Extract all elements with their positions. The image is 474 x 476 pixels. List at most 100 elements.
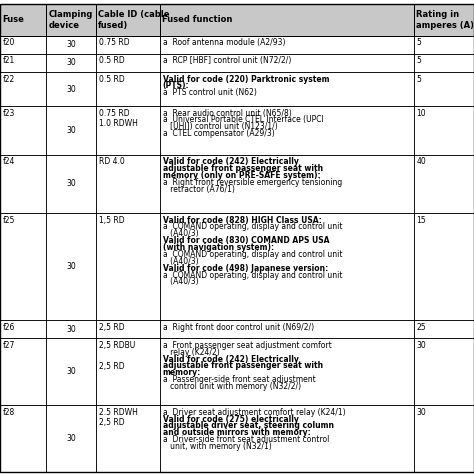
Text: 0.5 RD: 0.5 RD — [99, 75, 125, 84]
Text: Clamping
device: Clamping device — [48, 10, 93, 30]
Bar — [96, 54, 160, 72]
Bar — [46, 36, 96, 54]
Text: [UHI]) control unit (N123/1/): [UHI]) control unit (N123/1/) — [163, 122, 277, 131]
Text: f26: f26 — [2, 323, 15, 332]
Bar — [0, 338, 46, 405]
Bar — [160, 4, 414, 36]
Text: Valid for code (242) Electrically: Valid for code (242) Electrically — [163, 355, 299, 364]
Text: 30: 30 — [66, 325, 76, 334]
Text: Valid for code (275) electrically: Valid for code (275) electrically — [163, 415, 299, 424]
Text: a  Roof antenna module (A2/93): a Roof antenna module (A2/93) — [163, 38, 285, 47]
Text: control unit with memory (N32/2/): control unit with memory (N32/2/) — [163, 382, 301, 391]
Text: f28: f28 — [2, 407, 15, 416]
Bar — [414, 320, 474, 338]
Text: 5: 5 — [416, 38, 421, 47]
Text: f21: f21 — [2, 56, 15, 65]
Text: Valid for code (498) Japanese version:: Valid for code (498) Japanese version: — [163, 264, 328, 273]
Text: a  Right front reversible emergency tensioning: a Right front reversible emergency tensi… — [163, 178, 342, 187]
Text: 30: 30 — [66, 262, 76, 271]
Text: a  COMAND operating, display and control unit: a COMAND operating, display and control … — [163, 250, 342, 259]
Text: adjustable front passenger seat with: adjustable front passenger seat with — [163, 361, 323, 370]
Bar — [160, 106, 414, 155]
Bar — [160, 213, 414, 320]
Text: 2,5 RDBU

2,5 RD: 2,5 RDBU 2,5 RD — [99, 341, 135, 371]
Text: 2.5 RDWH
2,5 RD: 2.5 RDWH 2,5 RD — [99, 407, 137, 427]
Text: a  CTEL compensator (A29/3): a CTEL compensator (A29/3) — [163, 129, 274, 138]
Text: 30: 30 — [66, 179, 76, 188]
Text: Fuse: Fuse — [2, 15, 24, 24]
Bar — [96, 4, 160, 36]
Text: Valid for code (830) COMAND APS USA: Valid for code (830) COMAND APS USA — [163, 236, 329, 245]
Bar — [160, 4, 414, 36]
Text: 2,5 RD: 2,5 RD — [99, 323, 124, 332]
Bar — [0, 54, 46, 72]
Bar — [0, 213, 46, 320]
Text: 30: 30 — [66, 59, 76, 68]
Text: a  COMAND operating, display and control unit: a COMAND operating, display and control … — [163, 270, 342, 279]
Bar — [0, 106, 46, 155]
Text: f20: f20 — [2, 38, 15, 47]
Text: Valid for code (242) Electrically: Valid for code (242) Electrically — [163, 157, 299, 166]
Text: (with navigation system):: (with navigation system): — [163, 243, 274, 252]
Text: and outside mirrors with memory:: and outside mirrors with memory: — [163, 428, 310, 437]
Text: a  RCP [HBF] control unit (N72/2/): a RCP [HBF] control unit (N72/2/) — [163, 56, 291, 65]
Text: Fused function: Fused function — [162, 15, 233, 24]
Text: (PTS):: (PTS): — [163, 81, 189, 90]
Bar — [96, 155, 160, 213]
Bar — [0, 4, 46, 36]
Text: a  Rear audio control unit (N65/8): a Rear audio control unit (N65/8) — [163, 109, 292, 118]
Text: 5: 5 — [416, 56, 421, 65]
Text: f23: f23 — [2, 109, 15, 118]
Text: Valid for code (828) HIGH Class USA:: Valid for code (828) HIGH Class USA: — [163, 216, 321, 225]
Bar — [414, 4, 474, 36]
Text: 1,5 RD: 1,5 RD — [99, 216, 124, 225]
Bar — [96, 72, 160, 106]
Bar — [160, 320, 414, 338]
Bar — [96, 405, 160, 472]
Bar — [160, 72, 414, 106]
Text: a  Driver seat adjustment comfort relay (K24/1): a Driver seat adjustment comfort relay (… — [163, 407, 346, 416]
Text: (A40/3): (A40/3) — [163, 229, 198, 238]
Text: 30: 30 — [66, 434, 76, 443]
Text: Valid for code (220) Parktronic system: Valid for code (220) Parktronic system — [163, 75, 329, 84]
Bar — [160, 54, 414, 72]
Bar — [414, 36, 474, 54]
Bar — [0, 155, 46, 213]
Bar — [96, 106, 160, 155]
Text: 30: 30 — [416, 407, 426, 416]
Bar — [46, 155, 96, 213]
Text: a  Front passenger seat adjustment comfort: a Front passenger seat adjustment comfor… — [163, 341, 331, 350]
Text: 0.75 RD: 0.75 RD — [99, 38, 129, 47]
Text: adjustable driver seat, steering column: adjustable driver seat, steering column — [163, 421, 334, 430]
Text: memory:: memory: — [163, 368, 201, 377]
Bar — [46, 4, 96, 36]
Text: 30: 30 — [416, 341, 426, 350]
Bar — [46, 213, 96, 320]
Bar — [414, 54, 474, 72]
Text: a  COMAND operating, display and control unit: a COMAND operating, display and control … — [163, 222, 342, 231]
Bar — [96, 4, 160, 36]
Text: unit, with memory (N32/1): unit, with memory (N32/1) — [163, 442, 272, 451]
Text: Rating in
amperes (A): Rating in amperes (A) — [416, 10, 474, 30]
Text: adjustable front passenger seat with: adjustable front passenger seat with — [163, 164, 323, 173]
Bar — [46, 338, 96, 405]
Text: 0.75 RD
1.0 RDWH: 0.75 RD 1.0 RDWH — [99, 109, 137, 128]
Bar — [96, 320, 160, 338]
Bar — [96, 213, 160, 320]
Bar — [160, 155, 414, 213]
Text: a  Universal Portable CTEL Interface (UPCI: a Universal Portable CTEL Interface (UPC… — [163, 116, 323, 125]
Text: Cable ID (cable
fused): Cable ID (cable fused) — [98, 10, 170, 30]
Bar — [0, 72, 46, 106]
Text: retractor (A76/1): retractor (A76/1) — [163, 185, 235, 194]
Text: 40: 40 — [416, 157, 426, 166]
Bar — [46, 4, 96, 36]
Bar — [160, 36, 414, 54]
Text: relay (K24/2): relay (K24/2) — [163, 347, 219, 357]
Bar — [414, 213, 474, 320]
Text: 25: 25 — [416, 323, 426, 332]
Bar — [414, 72, 474, 106]
Text: memory (only on PRE-SAFE system):: memory (only on PRE-SAFE system): — [163, 171, 320, 180]
Text: a  Passenger-side front seat adjustment: a Passenger-side front seat adjustment — [163, 375, 316, 384]
Text: 0.5 RD: 0.5 RD — [99, 56, 125, 65]
Bar — [0, 36, 46, 54]
